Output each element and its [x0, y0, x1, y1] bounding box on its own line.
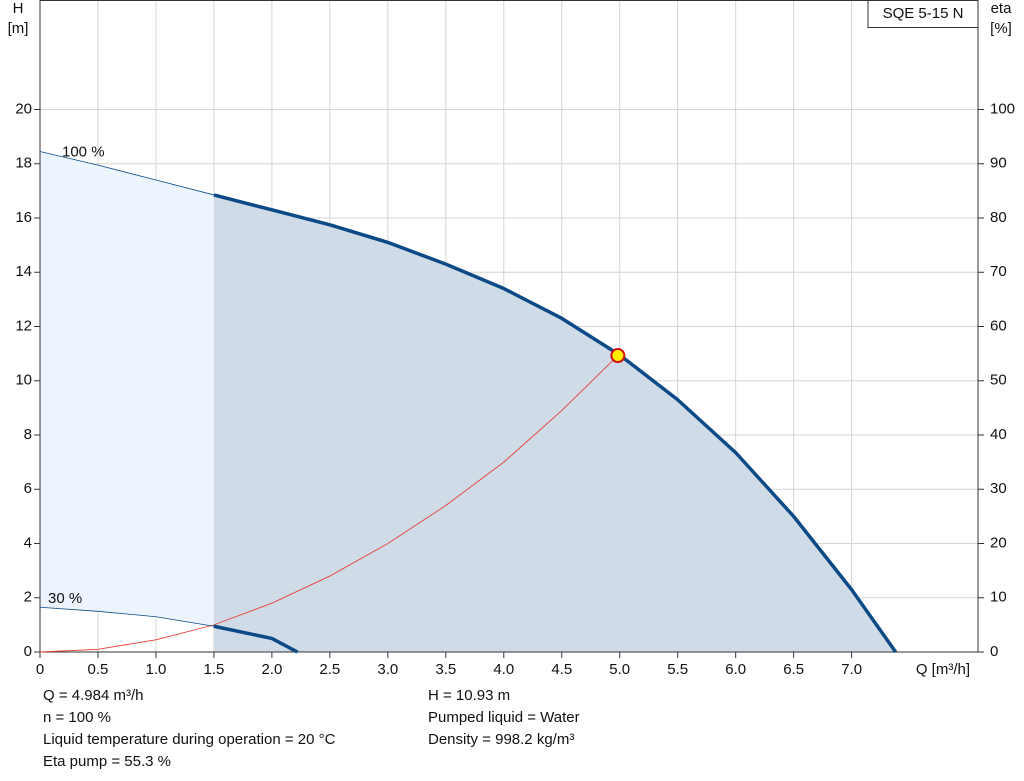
- y2-tick-label: 80: [990, 209, 1007, 226]
- x-tick-label: 1.5: [203, 661, 224, 678]
- info-text: Pumped liquid = Water: [428, 709, 580, 726]
- info-text: n = 100 %: [43, 709, 111, 726]
- areas: [40, 151, 896, 652]
- x-tick-label: 4.0: [493, 661, 514, 678]
- x-tick-label: 2.5: [319, 661, 340, 678]
- y-label-unit: [m]: [8, 20, 29, 37]
- title-box: [867, 0, 979, 28]
- x-tick-label: 0: [36, 661, 44, 678]
- x-tick-label: 7.0: [841, 661, 862, 678]
- chart-title: SQE 5-15 N: [883, 5, 964, 22]
- y-tick-label: 4: [24, 534, 32, 551]
- area-low-flow: [40, 151, 214, 627]
- x-tick-label: 3.0: [377, 661, 398, 678]
- x-tick-label: 1.0: [146, 661, 167, 678]
- x-tick-label: 6.5: [783, 661, 804, 678]
- y2-tick-label: 100: [990, 100, 1015, 117]
- curve-100-thin: [39, 151, 215, 196]
- y2-label-name: eta: [991, 0, 1013, 17]
- y-tick-label: 2: [24, 589, 32, 606]
- curve-30: [213, 624, 299, 654]
- x-tick-label: 2.0: [261, 661, 282, 678]
- y2-tick-label: 60: [990, 317, 1007, 334]
- y2-tick-label: 10: [990, 589, 1007, 606]
- y-tick-label: 14: [15, 263, 32, 280]
- y2-tick-label: 40: [990, 426, 1007, 443]
- duty-point: [610, 348, 626, 364]
- y-label-name: H: [13, 0, 24, 17]
- curve-100: [213, 193, 898, 654]
- y-tick-label: 18: [15, 155, 32, 172]
- y-tick-label: 8: [24, 426, 32, 443]
- y2-tick-label: 0: [990, 643, 998, 660]
- curve-label: 30 %: [48, 590, 82, 607]
- info-text: Eta pump = 55.3 %: [43, 753, 171, 770]
- y-tick-label: 10: [15, 372, 32, 389]
- info-text: Q = 4.984 m³/h: [43, 687, 143, 704]
- info-text: Liquid temperature during operation = 20…: [43, 731, 336, 748]
- curve-30-thin: [39, 606, 214, 627]
- info-text: Density = 998.2 kg/m³: [428, 731, 574, 748]
- y-tick-label: 6: [24, 480, 32, 497]
- y2-label-unit: [%]: [990, 20, 1012, 37]
- plot-frame: [39, 0, 979, 653]
- y2-tick-label: 70: [990, 263, 1007, 280]
- x-tick-label: 6.0: [725, 661, 746, 678]
- info-text: H = 10.93 m: [428, 687, 510, 704]
- y-tick-label: 20: [15, 100, 32, 117]
- x-tick-label: 5.0: [609, 661, 630, 678]
- x-label: Q [m³/h]: [916, 661, 970, 678]
- curve-label: 100 %: [62, 144, 105, 161]
- x-tick-label: 3.5: [435, 661, 456, 678]
- area-operating: [213, 194, 896, 652]
- x-tick-label: 4.5: [551, 661, 572, 678]
- system-curve: [39, 355, 619, 653]
- y2-tick-label: 50: [990, 372, 1007, 389]
- y2-tick-label: 20: [990, 534, 1007, 551]
- y-tick-label: 16: [15, 209, 32, 226]
- y2-tick-label: 90: [990, 155, 1007, 172]
- y-tick-label: 0: [24, 643, 32, 660]
- y-tick-label: 12: [15, 317, 32, 334]
- x-tick-label: 0.5: [88, 661, 109, 678]
- x-tick-label: 5.5: [667, 661, 688, 678]
- y2-tick-label: 30: [990, 480, 1007, 497]
